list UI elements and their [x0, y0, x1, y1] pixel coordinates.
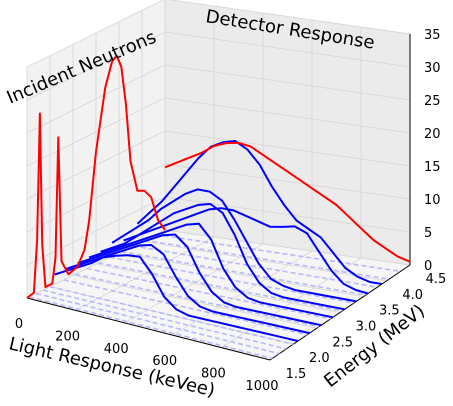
- response-line: [88, 222, 334, 319]
- x-axis-line: [26, 297, 271, 361]
- z-tick-label: 0: [424, 259, 432, 274]
- x-tick-label: 400: [104, 342, 129, 357]
- incident-spectrum-line: [26, 54, 166, 299]
- z-tick-label: 5: [424, 226, 432, 241]
- grid-line-z: [26, 0, 411, 68]
- response-line: [100, 203, 345, 311]
- grid-line-z: [26, 163, 411, 233]
- y-tick-label: 3.5: [379, 304, 400, 319]
- x-tick-label: 0: [15, 317, 23, 332]
- z-tick-label: 30: [424, 61, 441, 76]
- axis-lines: [26, 34, 411, 361]
- basis-dashed-line: [86, 267, 331, 320]
- y-tick-label: 3.0: [356, 320, 377, 335]
- basis-dashed-line: [121, 250, 366, 296]
- grid-line-z: [26, 130, 411, 200]
- detector-response-line: [164, 141, 411, 263]
- grid-line-z: [26, 64, 411, 134]
- basis-dashed-line: [98, 262, 343, 312]
- basis-dashed-line: [144, 239, 390, 281]
- back-pane: [165, 0, 410, 265]
- y-tick-label: 2.0: [309, 351, 330, 366]
- z-tick-label: 35: [424, 28, 441, 43]
- response-line: [77, 233, 322, 327]
- x-tick-label: 800: [201, 367, 226, 382]
- grid-line-z: [26, 97, 411, 167]
- z-tick-label: 25: [424, 94, 441, 109]
- response-line: [65, 244, 310, 335]
- basis-dashed-lines: [29, 233, 401, 360]
- response-line: [54, 254, 299, 342]
- z-tick-label: 15: [424, 160, 441, 175]
- basis-dashed-line: [29, 296, 273, 360]
- y-tick-label: 4.0: [402, 288, 423, 303]
- y-tick-label: 4.5: [426, 272, 447, 287]
- basis-dashed-line: [36, 292, 280, 355]
- x-tick-label: 200: [55, 329, 80, 344]
- basis-dashed-line: [75, 273, 320, 328]
- y-axis-line: [269, 264, 411, 361]
- z-tick-label: 10: [424, 193, 441, 208]
- grid-line-z: [26, 31, 411, 101]
- y-tick-label: 1.5: [286, 367, 307, 382]
- projected-spectra: [26, 54, 411, 299]
- y-tick-label: 2.5: [332, 335, 353, 350]
- z-tick-label: 20: [424, 127, 441, 142]
- response-line: [123, 207, 369, 295]
- basis-dashed-line: [132, 245, 378, 288]
- x-tick-label: 600: [152, 354, 177, 369]
- x-tick-label: 1000: [245, 379, 278, 394]
- basis-dashed-line: [155, 233, 401, 273]
- response-line: [136, 140, 383, 285]
- basis-dashed-line: [42, 289, 287, 350]
- basis-dashed-line: [63, 279, 308, 336]
- response-series: [54, 140, 383, 342]
- basis-dashed-line: [49, 285, 294, 345]
- response-line: [111, 188, 357, 303]
- tick-labels: 020040060080010001.52.02.53.03.54.04.505…: [15, 28, 446, 394]
